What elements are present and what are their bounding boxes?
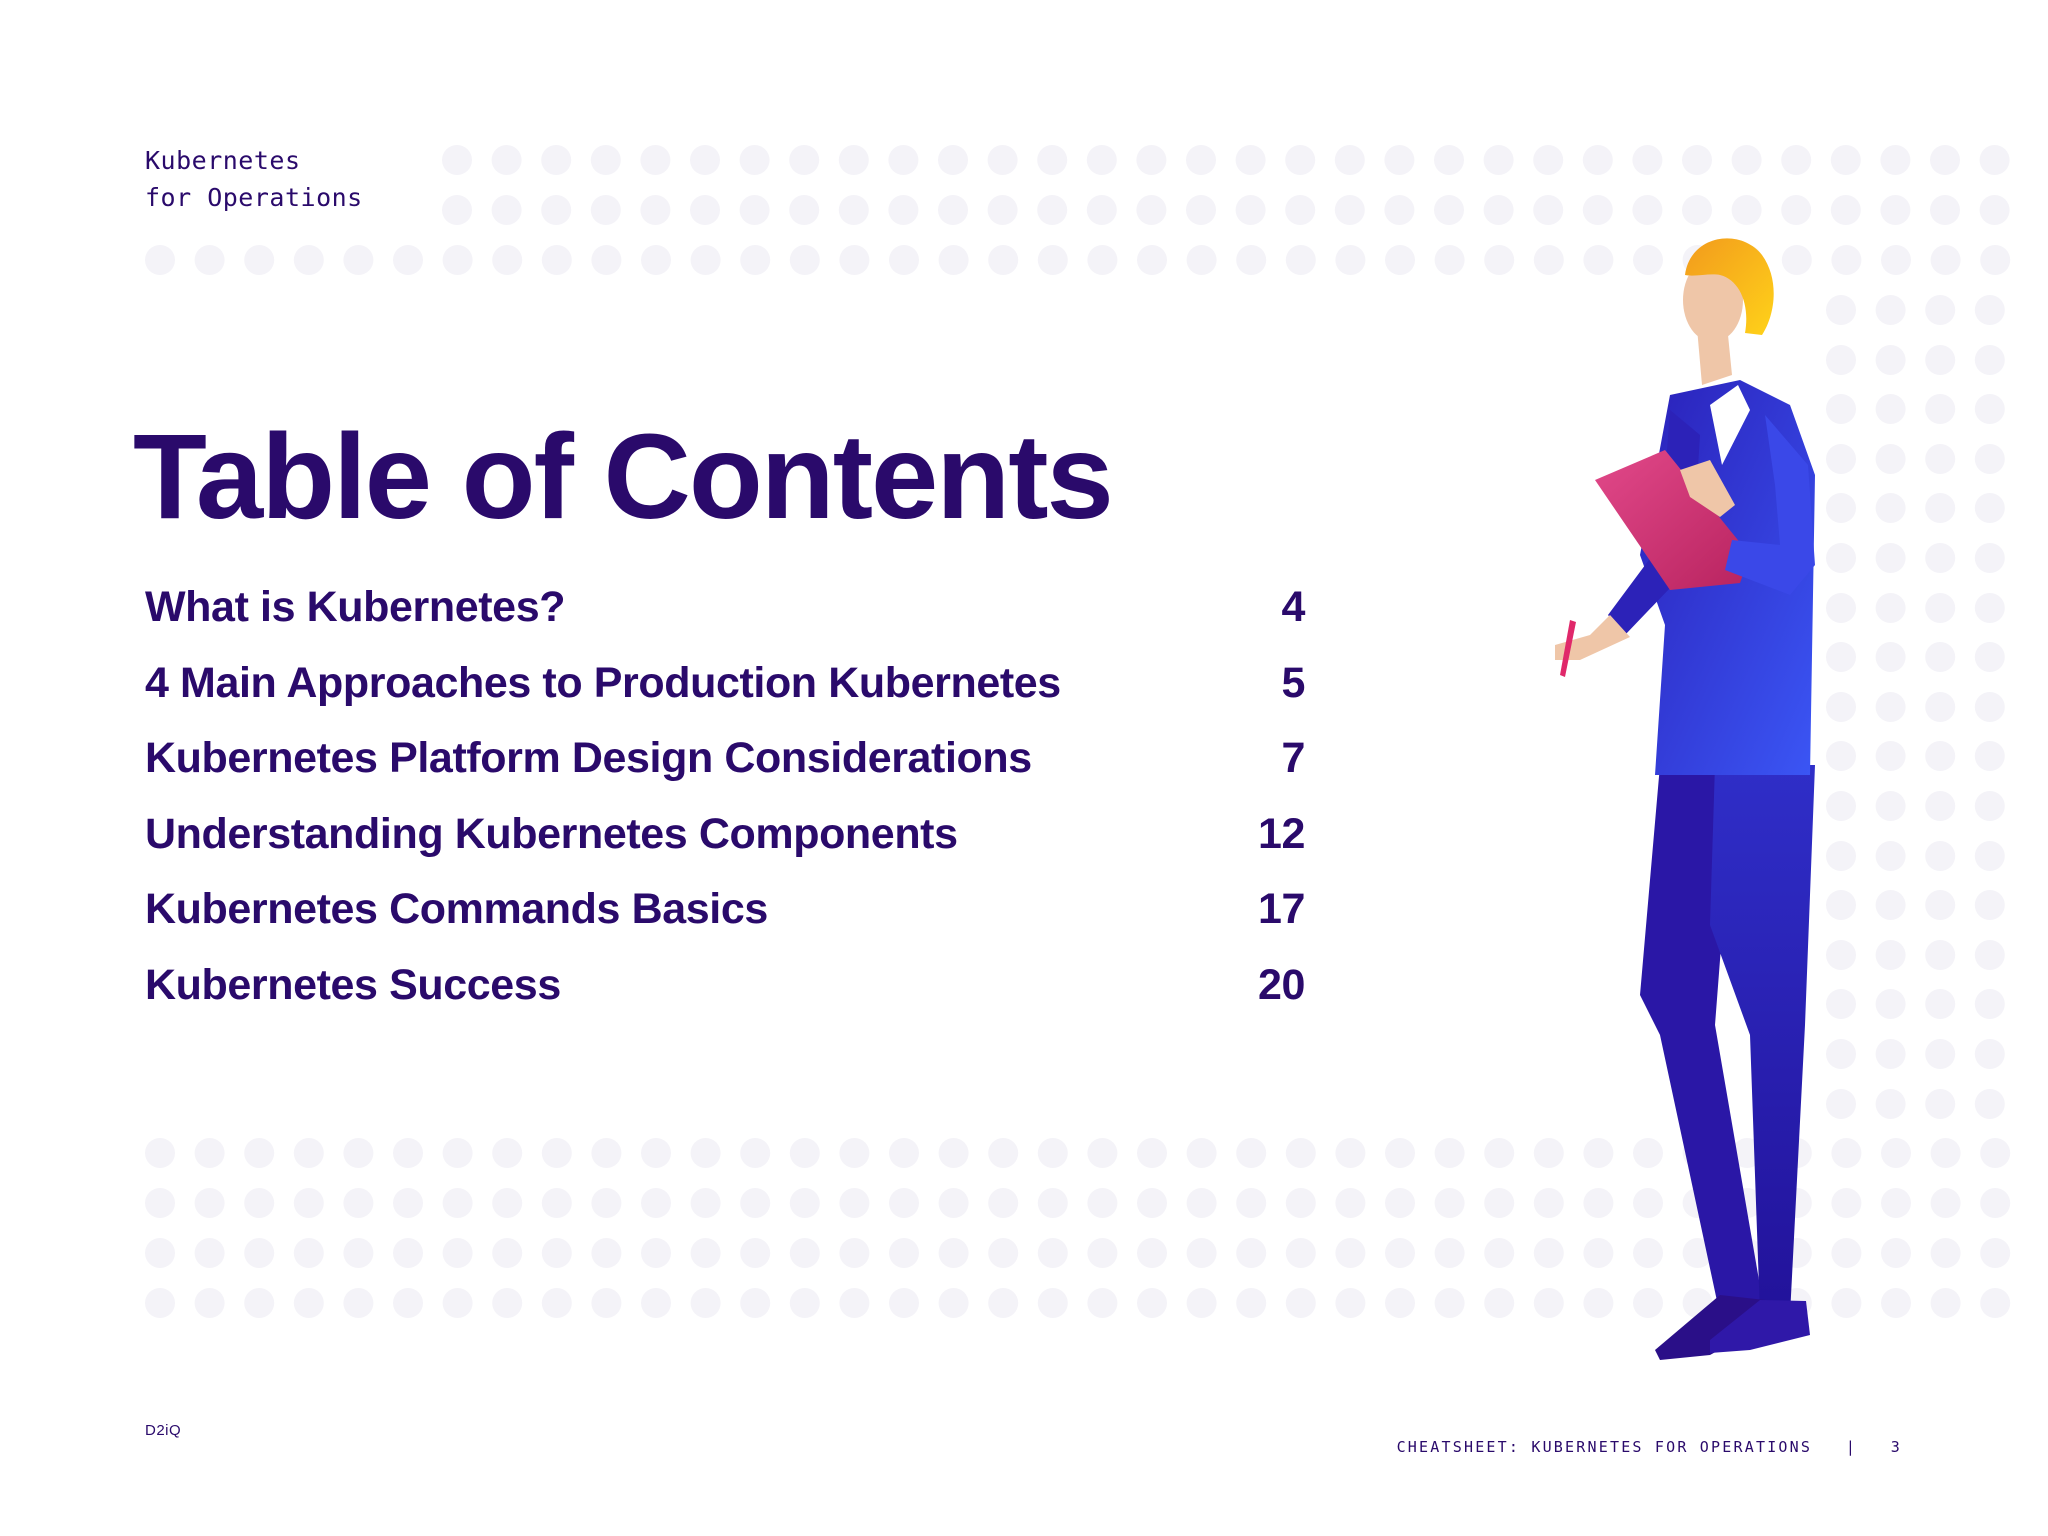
toc-entry-title: Kubernetes Commands Basics — [145, 885, 768, 934]
figure-clipboard — [1595, 450, 1750, 590]
toc-entry-page: 12 — [1257, 809, 1305, 858]
brand-logo-text: D2iQ — [145, 1422, 182, 1439]
figure-shirt — [1710, 385, 1750, 465]
figure-hand — [1680, 460, 1735, 517]
page-footer: CHEATSHEET: KUBERNETES FOR OPERATIONS | … — [1374, 1420, 1902, 1456]
toc-entry-title: Kubernetes Success — [145, 960, 561, 1009]
figure-front-shoe — [1710, 1300, 1810, 1353]
toc-entry-commands-basics[interactable]: Kubernetes Commands Basics 17 — [145, 872, 1305, 948]
toc-entry-page: 17 — [1257, 885, 1305, 934]
toc-entry-components[interactable]: Understanding Kubernetes Components 12 — [145, 797, 1305, 873]
header-line-2: for Operations — [145, 183, 363, 212]
toc-entry-what-is-kubernetes[interactable]: What is Kubernetes? 4 — [145, 570, 1305, 646]
figure-front-arm — [1725, 415, 1815, 595]
figure-hair — [1685, 238, 1774, 335]
toc-entry-success[interactable]: Kubernetes Success 20 — [145, 948, 1305, 1024]
table-of-contents: What is Kubernetes? 4 4 Main Approaches … — [145, 570, 1305, 1023]
figure-front-leg — [1710, 765, 1815, 1315]
toc-entry-page: 7 — [1281, 734, 1305, 783]
figure-back-forearm — [1555, 615, 1630, 660]
footer-separator: | — [1845, 1438, 1858, 1456]
toc-entry-title: 4 Main Approaches to Production Kubernet… — [145, 658, 1061, 707]
person-with-clipboard-icon — [1555, 238, 1815, 1360]
document-header-label: Kubernetes for Operations — [145, 142, 363, 216]
header-line-1: Kubernetes — [145, 146, 301, 175]
toc-entry-page: 4 — [1281, 583, 1305, 632]
footer-document-label: CHEATSHEET: KUBERNETES FOR OPERATIONS — [1396, 1438, 1813, 1456]
toc-entry-page: 5 — [1281, 658, 1305, 707]
figure-pen — [1560, 620, 1576, 677]
page-title: Table of Contents — [133, 408, 1114, 544]
toc-entry-main-approaches[interactable]: 4 Main Approaches to Production Kubernet… — [145, 646, 1305, 722]
figure-back-leg — [1640, 765, 1765, 1315]
footer-page-number: 3 — [1890, 1438, 1902, 1456]
toc-entry-platform-design[interactable]: Kubernetes Platform Design Consideration… — [145, 721, 1305, 797]
toc-entry-title: Understanding Kubernetes Components — [145, 809, 958, 858]
toc-entry-title: What is Kubernetes? — [145, 583, 566, 632]
toc-entry-page: 20 — [1257, 960, 1305, 1009]
figure-face — [1683, 258, 1743, 342]
toc-entry-title: Kubernetes Platform Design Consideration… — [145, 734, 1032, 783]
figure-back-shoe — [1655, 1295, 1765, 1360]
